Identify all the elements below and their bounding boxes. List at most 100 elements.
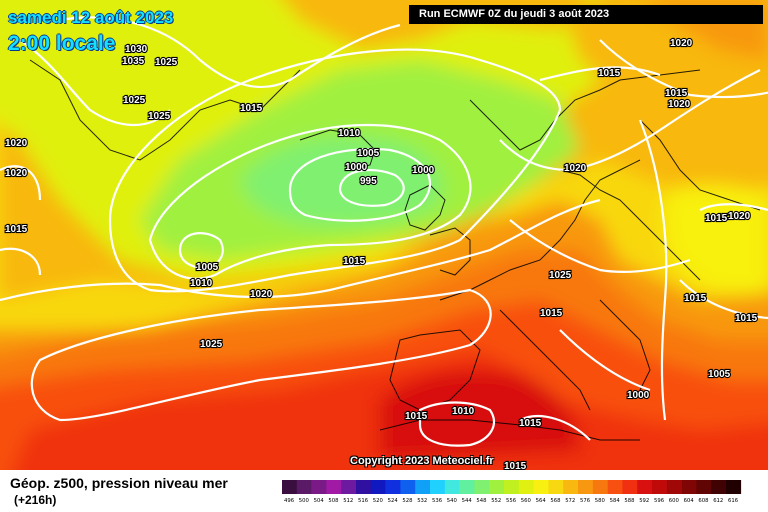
scale-swatch	[311, 480, 327, 494]
isobar-label: 1015	[665, 88, 688, 99]
scale-tick-label: 528	[402, 498, 413, 504]
isobar-label: 1000	[627, 390, 650, 401]
isobar-label: 1015	[735, 313, 758, 324]
isobar-label: 1010	[452, 406, 475, 417]
scale-swatch	[296, 480, 312, 494]
scale-tick-label: 564	[536, 498, 547, 504]
isobar-label: 1015	[598, 68, 621, 79]
scale-tick-label: 584	[610, 498, 621, 504]
model-run-banner: Run ECMWF 0Z du jeudi 3 août 2023	[409, 5, 763, 24]
scale-tick-label: 592	[639, 498, 649, 504]
scale-swatch	[652, 480, 668, 494]
scale-swatch	[415, 480, 431, 494]
scale-tick-label: 588	[624, 498, 635, 504]
scale-swatch	[400, 480, 416, 494]
isobar-label: 1025	[549, 270, 572, 281]
scale-swatch	[696, 480, 712, 494]
scale-tick-label: 532	[417, 498, 427, 504]
scale-tick-label: 560	[521, 498, 532, 504]
isobar-label: 1015	[5, 224, 28, 235]
coastlines	[29, 59, 761, 441]
scale-swatch	[637, 480, 653, 494]
scale-swatch	[430, 480, 446, 494]
scale-swatch	[370, 480, 386, 494]
scale-swatch	[356, 480, 372, 494]
scale-swatch	[459, 480, 475, 494]
isobar-label: 1015	[540, 308, 563, 319]
legend-lead-time: (+216h)	[14, 493, 57, 507]
scale-swatch	[622, 480, 638, 494]
scale-tick-label: 556	[506, 498, 517, 504]
scale-tick-label: 580	[595, 498, 606, 504]
geopotential-shading	[0, 0, 768, 470]
isobar-label: 1015	[705, 213, 728, 224]
color-scale: 496 500 504 508 512 516 520 524 528 532 536 540 544 5…	[282, 480, 742, 504]
scale-swatch	[726, 480, 742, 494]
local-time: 2:00 locale	[8, 32, 116, 55]
scale-tick-label: 544	[462, 498, 473, 504]
scale-swatch	[489, 480, 505, 494]
legend-title: Géop. z500, pression niveau mer	[10, 475, 228, 491]
scale-tick-label: 616	[728, 498, 739, 504]
isobar-label: 1015	[504, 461, 527, 470]
isobar-label: 1015	[684, 293, 707, 304]
isobar-label: 1005	[708, 369, 731, 380]
scale-tick-label: 568	[550, 498, 561, 504]
isobar-label: 1020	[5, 138, 28, 149]
scale-tick-label: 608	[698, 498, 709, 504]
isobar-label: 1015	[343, 256, 366, 267]
scale-swatch	[548, 480, 564, 494]
scale-tick-label: 512	[343, 498, 353, 504]
valid-date: samedi 12 août 2023	[8, 8, 174, 27]
scale-tick-label: 520	[373, 498, 384, 504]
scale-tick-label: 552	[491, 498, 501, 504]
isobar-label: 1005	[357, 148, 380, 159]
scale-swatch	[282, 480, 298, 494]
isobar-lines	[0, 16, 768, 447]
isobar-label: 1020	[250, 289, 273, 300]
scale-swatch	[341, 480, 357, 494]
scale-tick-label: 548	[476, 498, 487, 504]
isobar-label: 1020	[5, 168, 28, 179]
legend-bar: Géop. z500, pression niveau mer (+216h) …	[0, 470, 768, 512]
scale-tick-label: 540	[447, 498, 458, 504]
scale-swatch	[518, 480, 534, 494]
scale-swatch	[563, 480, 579, 494]
scale-swatch	[607, 480, 623, 494]
isobar-label: 1015	[240, 103, 263, 114]
isobar-label: 1025	[200, 339, 223, 350]
scale-swatch	[474, 480, 490, 494]
scale-swatch	[681, 480, 697, 494]
scale-swatch	[711, 480, 727, 494]
weather-map: 1030 1035 1025 1025 1025 1015 1020 1020 1015 1010…	[0, 0, 768, 470]
isobar-label: 1005	[196, 262, 219, 273]
scale-tick-label: 604	[684, 498, 695, 504]
isobar-label: 1000	[345, 162, 368, 173]
scale-swatch	[444, 480, 460, 494]
isobar-label: 995	[360, 176, 377, 187]
scale-tick-label: 496	[284, 498, 295, 504]
scale-swatch	[592, 480, 608, 494]
isobar-label: 1020	[728, 211, 751, 222]
scale-swatch	[385, 480, 401, 494]
copyright-text: Copyright 2023 Meteociel.fr	[350, 455, 494, 467]
isobar-label: 1025	[148, 111, 171, 122]
scale-tick-label: 576	[580, 498, 591, 504]
isobar-label: 1010	[338, 128, 361, 139]
scale-tick-label: 600	[669, 498, 680, 504]
scale-swatch	[533, 480, 549, 494]
scale-tick-label: 500	[299, 498, 310, 504]
scale-tick-label: 596	[654, 498, 665, 504]
isobar-label: 1015	[519, 418, 542, 429]
isobar-label: 1020	[670, 38, 693, 49]
scale-tick-label: 524	[388, 498, 399, 504]
isobar-label: 1000	[412, 165, 435, 176]
isobar-label: 1030	[125, 44, 148, 55]
scale-tick-label: 504	[314, 498, 325, 504]
isobar-label: 1035	[122, 56, 145, 67]
scale-tick-label: 516	[358, 498, 369, 504]
isobar-label: 1020	[668, 99, 691, 110]
isobar-label: 1025	[123, 95, 146, 106]
